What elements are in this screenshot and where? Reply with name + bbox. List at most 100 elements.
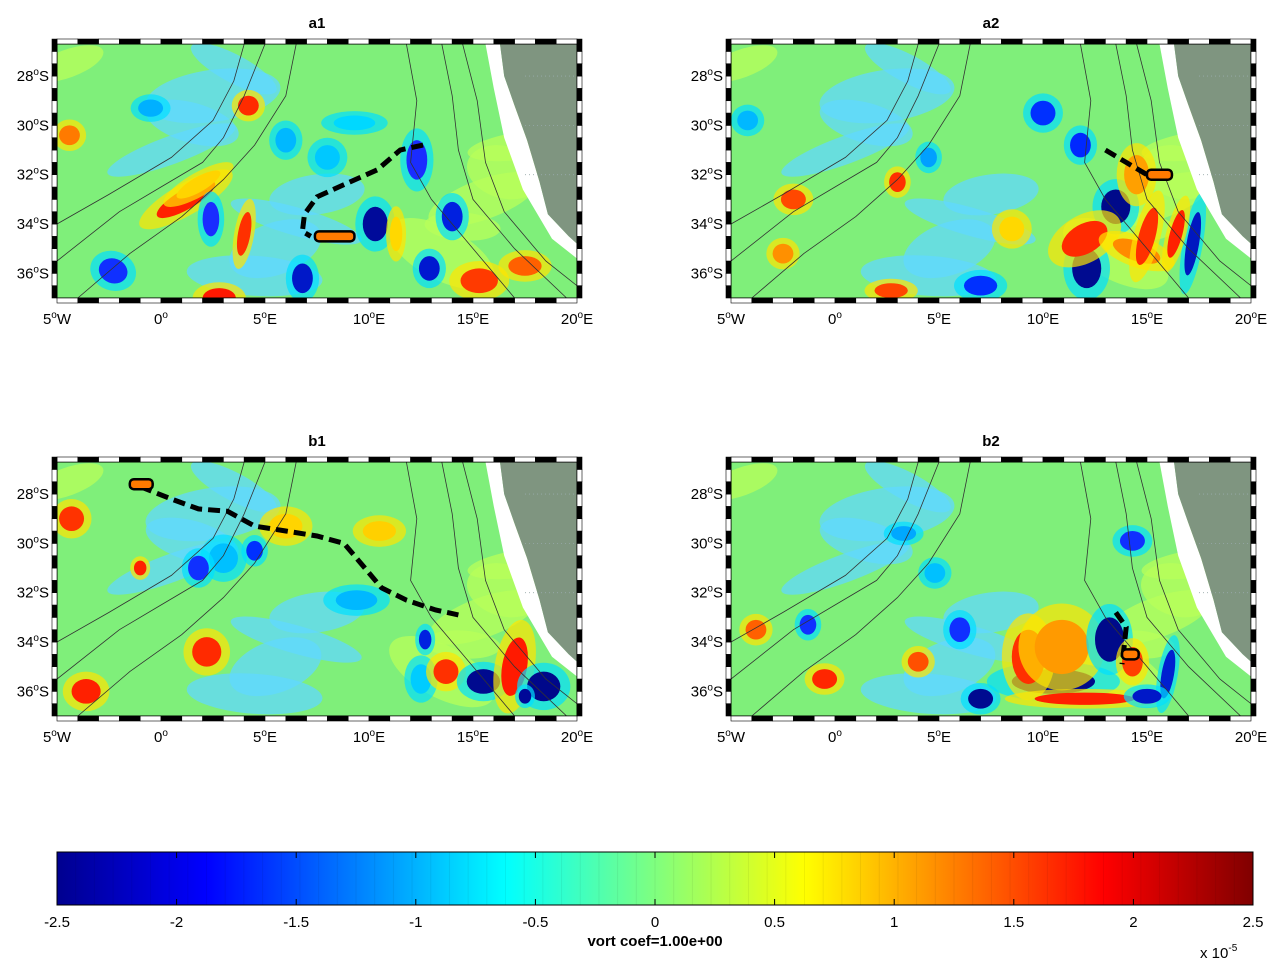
border-segment [431, 38, 453, 45]
border-segment [897, 38, 919, 45]
lat-tick-label: 32oS [691, 166, 723, 184]
border-segment [725, 162, 732, 175]
border-segment [725, 38, 732, 52]
border-segment [1250, 199, 1257, 212]
lon-tick-label: 0o [828, 728, 842, 746]
border-segment [223, 715, 245, 722]
border-segment [1250, 641, 1257, 655]
eddy [772, 243, 794, 264]
border-segment [1146, 38, 1169, 45]
lon-tick-label: 15oE [1131, 310, 1163, 328]
border-segment [1021, 297, 1044, 304]
border-segment [772, 456, 794, 463]
border-segment [980, 38, 1002, 45]
border-segment [285, 297, 307, 304]
border-segment [725, 703, 732, 717]
border-segment [98, 456, 120, 463]
bathymetry-contour [1115, 462, 1241, 716]
border-segment [1250, 654, 1257, 667]
border-segment [1250, 543, 1257, 557]
border-segment [51, 174, 58, 188]
lon-tick-label: 5oE [927, 310, 951, 328]
lon-tick-label: 5oW [717, 310, 746, 328]
border-segment [264, 297, 287, 304]
border-segment [431, 297, 453, 304]
border-segment [725, 543, 732, 557]
colorbar-scale: x 10-5 [1200, 943, 1238, 959]
panel-title: a1 [309, 15, 326, 32]
border-segment [77, 38, 99, 45]
border-segment [1001, 297, 1023, 304]
map-panel-b2: b2 28oS 30oS 32oS 34oS 36oS 5oW 0o 5oE 10oE 15oE 20… [691, 433, 1267, 746]
border-segment [1250, 137, 1257, 151]
border-segment [725, 100, 732, 114]
border-segment [51, 223, 58, 237]
border-segment [772, 715, 794, 722]
eddy [441, 201, 463, 232]
eddy [362, 521, 397, 541]
border-segment [368, 297, 391, 304]
border-segment [1105, 456, 1127, 463]
border-segment [51, 125, 58, 139]
border-segment [410, 715, 432, 722]
border-segment [51, 162, 58, 175]
border-segment [493, 456, 515, 463]
eddy [1184, 212, 1202, 276]
eddy [891, 526, 917, 541]
eddy [192, 637, 222, 667]
colorbar-tick-label: 0.5 [764, 914, 785, 931]
border-segment [1250, 38, 1257, 52]
vorticity-patch [943, 173, 1039, 216]
eddy [202, 288, 236, 298]
border-segment [410, 456, 432, 463]
border-segment [725, 137, 732, 151]
lon-tick-label: 5oE [253, 310, 277, 328]
bathymetry-contour [751, 44, 971, 298]
border-segment [51, 469, 58, 483]
border-segment [139, 456, 162, 463]
bathymetry-contour [1115, 44, 1241, 298]
border-segment [451, 715, 474, 722]
colorbar-tick-label: -2 [170, 914, 183, 931]
border-segment [51, 112, 58, 126]
border-segment [56, 715, 79, 722]
border-segment [725, 493, 732, 507]
border-segment [576, 174, 583, 188]
eddy [799, 614, 817, 635]
land-mass [1174, 44, 1251, 244]
border-segment [1250, 285, 1257, 299]
border-segment [51, 137, 58, 151]
border-segment [576, 493, 583, 507]
vorticity-patch [186, 673, 323, 715]
border-segment [576, 186, 583, 200]
eddy [508, 256, 542, 276]
border-segment [917, 456, 940, 463]
border-segment [876, 38, 898, 45]
lat-tick-label: 30oS [691, 534, 723, 552]
border-segment [751, 38, 773, 45]
border-segment [1250, 604, 1257, 618]
lat-tick-label: 28oS [691, 485, 723, 503]
eddy [1160, 649, 1176, 699]
border-segment [1250, 469, 1257, 483]
border-segment [917, 38, 940, 45]
lon-tick-label: 10oE [353, 728, 385, 746]
border-segment [793, 456, 815, 463]
map-panel-a1: a1 28oS 30oS 32oS 34oS 36oS 5oW 0o 5oE 10oE 15oE 20… [17, 15, 593, 328]
bathymetry-contour [1136, 44, 1251, 287]
border-segment [576, 112, 583, 126]
border-segment [813, 715, 836, 722]
border-segment [119, 456, 141, 463]
border-segment [980, 456, 1002, 463]
eddy [1132, 688, 1162, 704]
eddy [98, 258, 128, 284]
eddy [907, 651, 929, 672]
border-segment [751, 297, 773, 304]
border-segment [576, 273, 583, 286]
lat-tick-label: 36oS [17, 264, 49, 282]
border-segment [1250, 530, 1257, 544]
border-segment [1250, 223, 1257, 237]
border-segment [1125, 456, 1148, 463]
lon-tick-label: 5oW [717, 728, 746, 746]
border-segment [514, 715, 536, 722]
